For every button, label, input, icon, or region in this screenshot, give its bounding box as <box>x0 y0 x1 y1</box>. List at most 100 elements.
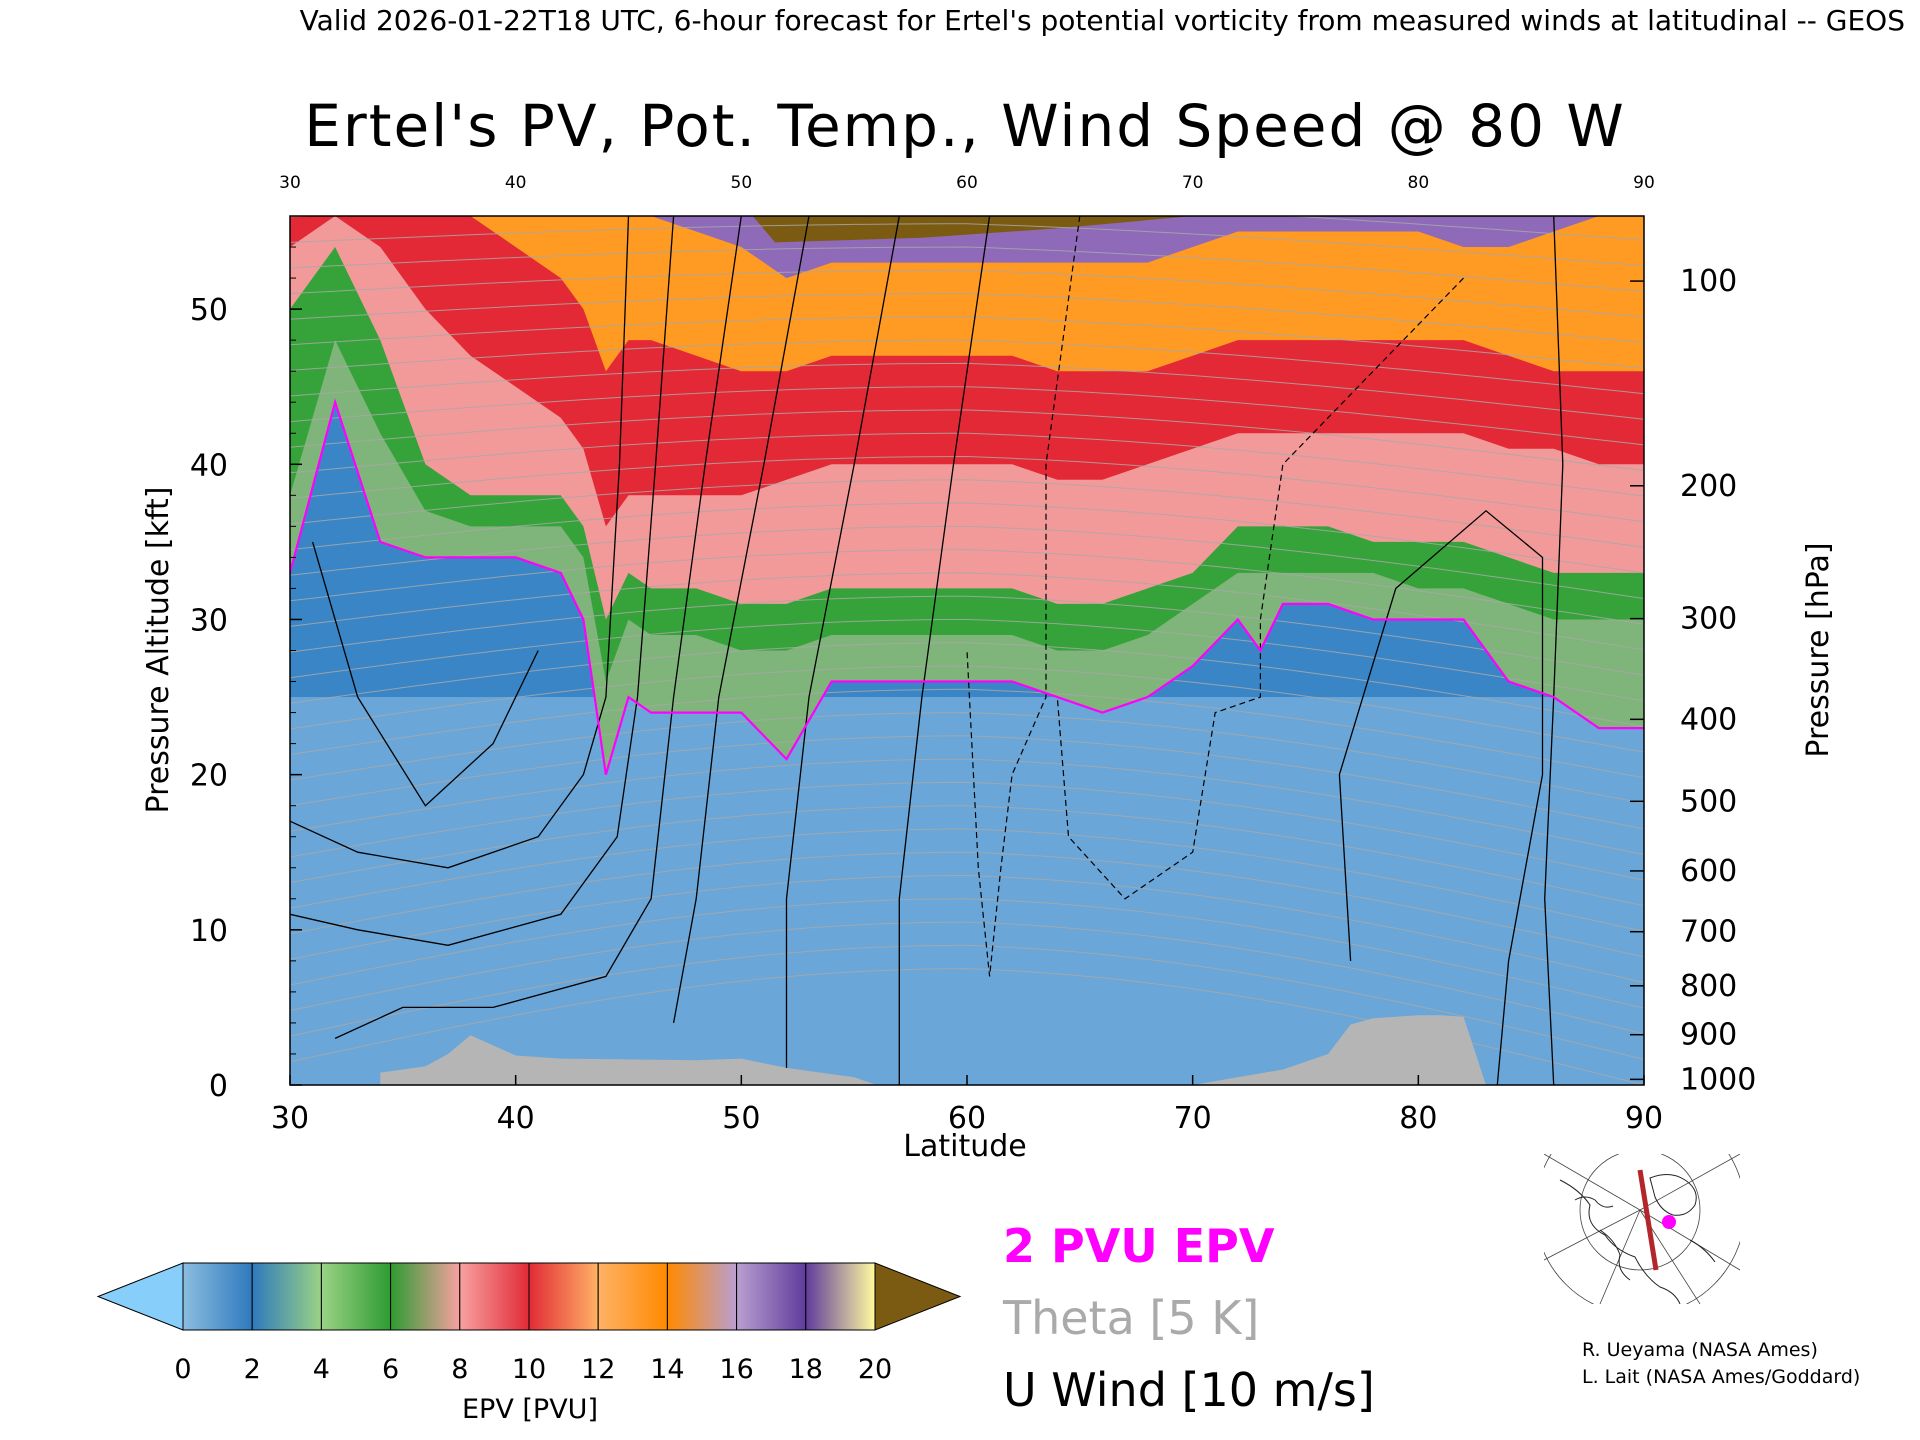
pressure-tick-label: 600 <box>1680 854 1737 889</box>
theta-contour <box>290 944 1644 1060</box>
colorbar-segment <box>459 1262 530 1331</box>
y2-axis-label: Pressure [hPa] <box>1801 542 1836 757</box>
y-axis-label: Pressure Altitude [kft] <box>141 487 176 814</box>
colorbar-tick-label: 8 <box>451 1354 468 1385</box>
colorbar: 0 2 4 6 8 10 12 14 16 18 20 <box>96 1262 962 1385</box>
theta-contour <box>290 898 1644 1009</box>
wind-contour <box>898 216 991 1085</box>
pressure-tick-label: 900 <box>1680 1018 1737 1053</box>
pressure-tick-label: 300 <box>1680 602 1737 637</box>
y-tick-label: 0 <box>209 1069 228 1104</box>
top-tick-label: 70 <box>1182 173 1204 193</box>
surface-terrain <box>380 1015 1487 1085</box>
colorbar-segment <box>528 1262 599 1331</box>
y-tick-label: 10 <box>190 914 228 949</box>
epv-2pvu-contour <box>290 398 1644 775</box>
colorbar-tick-label: 14 <box>650 1354 684 1385</box>
theta-contour <box>290 339 1644 395</box>
top-tick-label: 40 <box>505 173 527 193</box>
wind-contour <box>290 216 675 946</box>
x-tick-label: 90 <box>1625 1101 1663 1136</box>
pressure-tick-label: 400 <box>1680 702 1737 737</box>
axes: 3030404050506060707080809090010203040501… <box>190 173 1757 1136</box>
top-tick-label: 60 <box>956 173 978 193</box>
top-tick-label: 90 <box>1633 173 1655 193</box>
theta-contour <box>290 246 1644 292</box>
x-tick-label: 80 <box>1399 1101 1437 1136</box>
theta-contour <box>290 432 1644 497</box>
pressure-tick-label: 500 <box>1680 784 1737 819</box>
colorbar-segment <box>182 1262 253 1331</box>
wind-contour <box>785 216 900 1085</box>
colorbar-tick-label: 4 <box>313 1354 330 1385</box>
theta-contour <box>290 549 1644 625</box>
pressure-tick-label: 200 <box>1680 469 1737 504</box>
top-tick-label: 50 <box>731 173 753 193</box>
x-tick-label: 30 <box>271 1101 309 1136</box>
colorbar-segment <box>805 1262 876 1331</box>
theta-contour <box>290 293 1644 343</box>
pressure-tick-label: 1000 <box>1680 1062 1756 1097</box>
theta-contour <box>290 455 1644 523</box>
theta-contour <box>290 269 1644 318</box>
theta-contour <box>290 921 1644 1035</box>
pressure-tick-label: 800 <box>1680 969 1737 1004</box>
colorbar-tick-label: 2 <box>244 1354 261 1385</box>
colorbar-tick-label: 20 <box>858 1354 892 1385</box>
y-tick-label: 20 <box>190 759 228 794</box>
colorbar-tick-label: 10 <box>512 1354 546 1385</box>
colorbar-tick-label: 0 <box>174 1354 191 1385</box>
x-tick-label: 70 <box>1174 1101 1212 1136</box>
plot-area <box>290 216 1644 1085</box>
theta-contour <box>290 758 1644 856</box>
x-tick-label: 60 <box>948 1101 986 1136</box>
theta-contour <box>290 735 1644 830</box>
credit-line-2: L. Lait (NASA Ames/Goddard) <box>1582 1366 1860 1388</box>
theta-contours <box>290 216 1644 1085</box>
colorbar-over <box>874 1262 962 1331</box>
pressure-tick-label: 700 <box>1680 915 1737 950</box>
theta-contour <box>290 479 1644 548</box>
theta-contour <box>290 409 1644 471</box>
colorbar-segment <box>320 1262 392 1331</box>
theta-contour <box>290 525 1644 599</box>
theta-contour <box>290 386 1644 446</box>
wind-contour <box>1338 509 1544 1085</box>
top-tick-label: 30 <box>279 173 301 193</box>
chart-title: Ertel's PV, Pot. Temp., Wind Speed @ 80 … <box>304 92 1626 160</box>
colorbar-tick-label: 6 <box>382 1354 399 1385</box>
colorbar-under <box>96 1262 184 1331</box>
theta-contour <box>290 362 1644 420</box>
colorbar-segment <box>390 1262 461 1331</box>
colorbar-tick-label: 18 <box>789 1354 823 1385</box>
wind-contour <box>334 216 742 1039</box>
x-axis-label: Latitude <box>903 1129 1026 1164</box>
theta-contour <box>290 642 1644 727</box>
x-tick-label: 40 <box>497 1101 535 1136</box>
x-tick-label: 50 <box>722 1101 760 1136</box>
y-tick-label: 50 <box>190 293 228 328</box>
theta-contour <box>290 851 1644 958</box>
theta-contour <box>290 223 1644 267</box>
wind-contour <box>672 216 810 1024</box>
colorbar-label: EPV [PVU] <box>462 1394 598 1425</box>
theta-contour <box>290 688 1644 779</box>
theta-contour <box>290 216 1644 241</box>
top-tick-label: 80 <box>1408 173 1430 193</box>
theta-contour <box>290 619 1644 702</box>
y-tick-label: 40 <box>190 448 228 483</box>
theta-contour <box>290 572 1644 651</box>
sun-position-marker <box>1662 1215 1676 1229</box>
legend-epv: 2 PVU EPV <box>1003 1219 1275 1273</box>
inset-map <box>1544 1154 1740 1304</box>
legend-theta: Theta [5 K] <box>1002 1291 1259 1345</box>
theta-contour <box>290 316 1644 369</box>
legend-wind: U Wind [10 m/s] <box>1003 1363 1375 1417</box>
wind-contour-negative <box>1056 277 1464 900</box>
credit-line-1: R. Ueyama (NASA Ames) <box>1582 1339 1818 1361</box>
colorbar-segment <box>251 1262 322 1331</box>
theta-contour <box>290 595 1644 676</box>
colorbar-segment <box>597 1262 668 1331</box>
wind-contour <box>311 541 539 807</box>
